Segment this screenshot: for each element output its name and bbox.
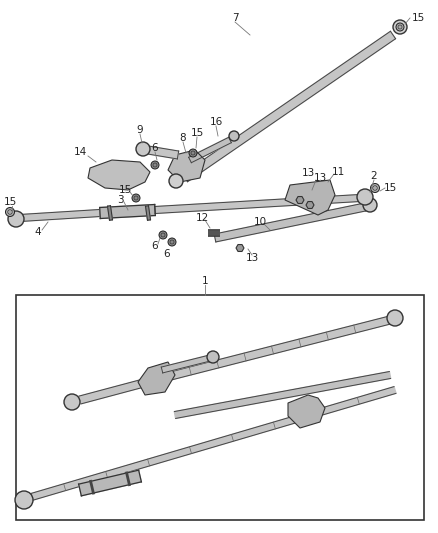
Circle shape: [168, 238, 176, 246]
Text: 15: 15: [118, 185, 132, 195]
Circle shape: [371, 183, 379, 192]
Text: 11: 11: [332, 167, 345, 177]
Circle shape: [229, 131, 239, 141]
Polygon shape: [189, 138, 231, 163]
Polygon shape: [183, 31, 396, 182]
Polygon shape: [285, 180, 335, 215]
Text: 15: 15: [411, 13, 424, 23]
Polygon shape: [88, 160, 150, 190]
Text: 4: 4: [35, 227, 41, 237]
Circle shape: [6, 207, 14, 216]
Text: 2: 2: [371, 171, 377, 181]
Circle shape: [207, 351, 219, 363]
Text: 14: 14: [74, 147, 87, 157]
Bar: [16, 295, 424, 520]
Circle shape: [159, 231, 167, 239]
Circle shape: [363, 198, 377, 212]
Circle shape: [189, 149, 197, 157]
Polygon shape: [306, 201, 314, 208]
Polygon shape: [138, 362, 175, 395]
Polygon shape: [79, 470, 141, 496]
Polygon shape: [147, 146, 179, 159]
Text: 8: 8: [180, 133, 186, 143]
Text: 12: 12: [195, 213, 208, 223]
Text: 15: 15: [191, 128, 204, 138]
Text: 13: 13: [301, 168, 314, 178]
Text: 7: 7: [232, 13, 238, 23]
Circle shape: [169, 174, 183, 188]
Text: 16: 16: [209, 117, 223, 127]
Text: 9: 9: [137, 125, 143, 135]
Text: 10: 10: [254, 217, 267, 227]
Polygon shape: [27, 386, 396, 502]
Polygon shape: [100, 205, 155, 219]
Text: 1: 1: [201, 276, 208, 286]
Text: 13: 13: [245, 253, 258, 263]
Text: 15: 15: [383, 183, 397, 193]
Polygon shape: [174, 372, 391, 418]
Text: 15: 15: [4, 197, 17, 207]
Polygon shape: [161, 355, 211, 373]
Text: 13: 13: [313, 173, 327, 183]
Polygon shape: [236, 245, 244, 252]
Polygon shape: [214, 203, 366, 242]
Circle shape: [393, 20, 407, 34]
Circle shape: [151, 161, 159, 169]
Text: 6: 6: [152, 143, 158, 153]
Polygon shape: [145, 206, 151, 220]
Circle shape: [8, 211, 24, 227]
Text: 6: 6: [152, 241, 158, 251]
Circle shape: [396, 23, 404, 31]
Polygon shape: [155, 195, 360, 214]
Polygon shape: [168, 150, 205, 182]
Polygon shape: [288, 395, 325, 428]
Polygon shape: [154, 316, 391, 384]
Polygon shape: [296, 197, 304, 204]
Circle shape: [132, 194, 140, 202]
Circle shape: [357, 189, 373, 205]
Polygon shape: [79, 376, 156, 404]
Circle shape: [15, 491, 33, 509]
Text: 6: 6: [164, 249, 170, 259]
Circle shape: [64, 394, 80, 410]
Circle shape: [387, 310, 403, 326]
Polygon shape: [107, 206, 113, 220]
Text: 3: 3: [117, 195, 124, 205]
Polygon shape: [20, 209, 100, 222]
Circle shape: [136, 142, 150, 156]
